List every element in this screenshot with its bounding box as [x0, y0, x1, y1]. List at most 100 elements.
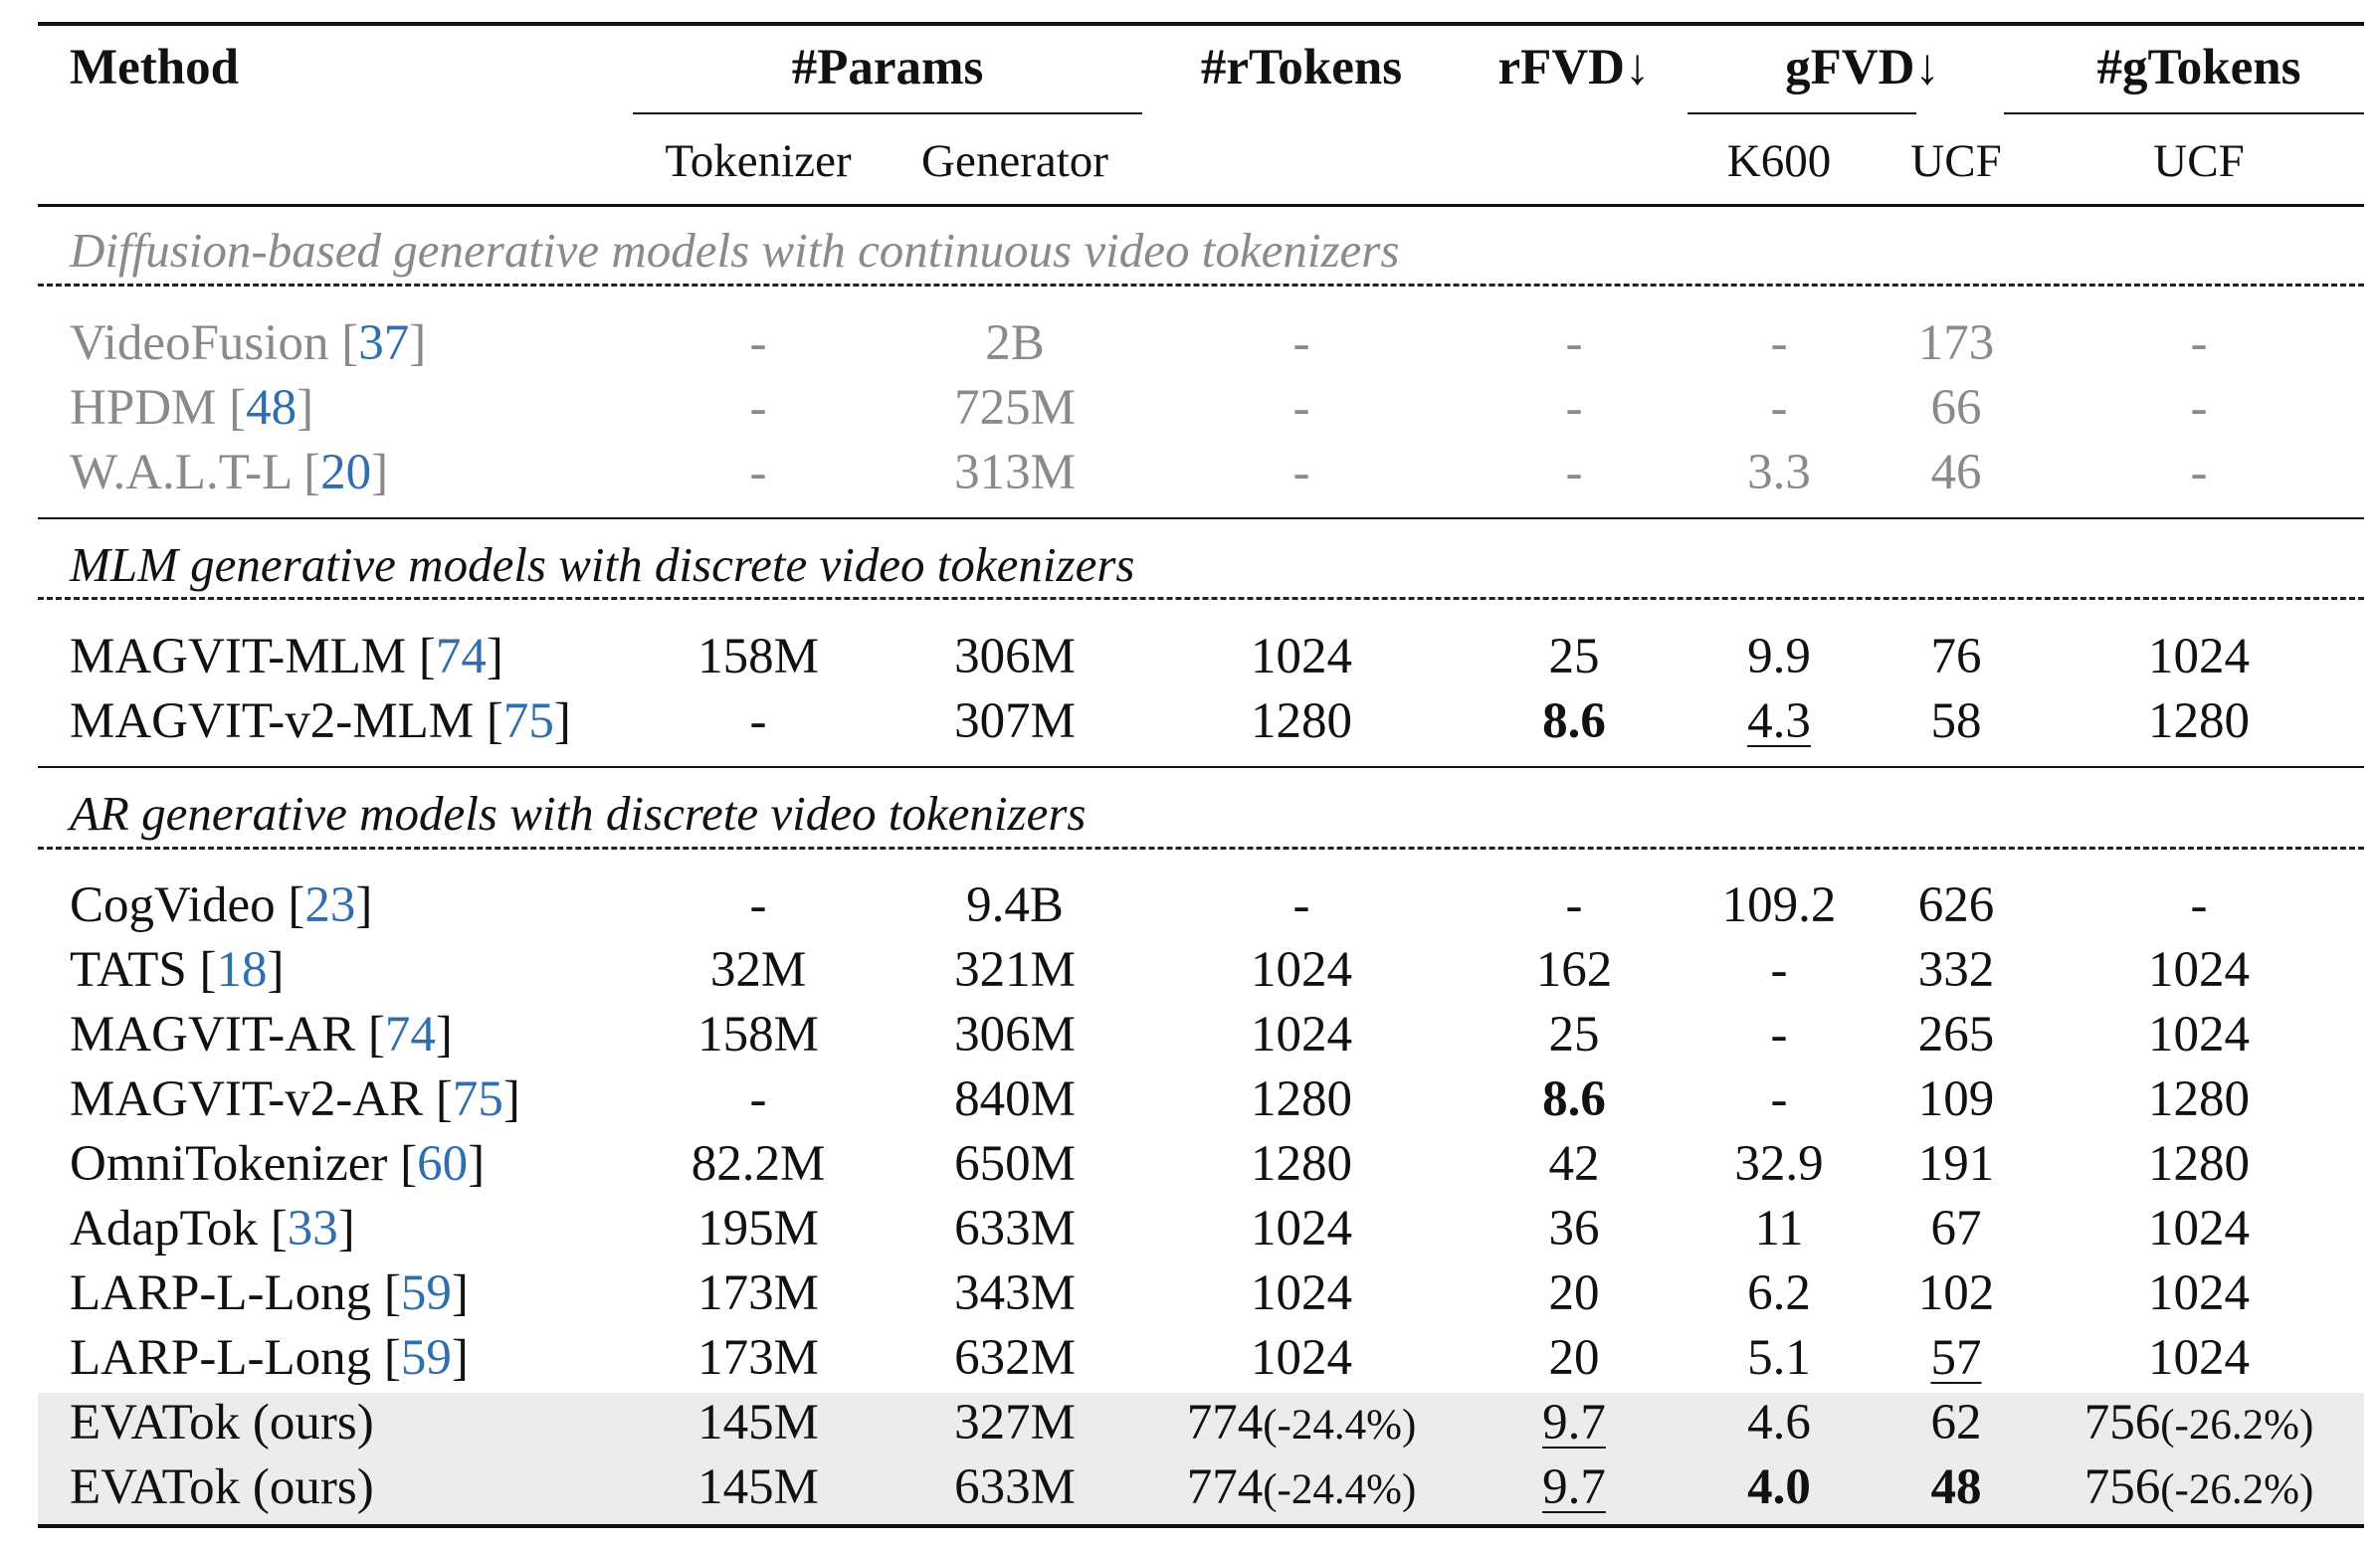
- tokenizer-value: -: [749, 315, 767, 371]
- cell-rfvd: -: [1566, 443, 1583, 502]
- gtokens-value: 756: [2083, 1459, 2161, 1515]
- gtokens-value: 1280: [2148, 693, 2250, 749]
- citation-link[interactable]: 74: [435, 629, 487, 684]
- cell-rtokens: -: [1293, 313, 1310, 373]
- citation-link[interactable]: 23: [304, 877, 356, 933]
- header-gtokens: #gTokens: [2096, 40, 2301, 96]
- cell-generator: 633M: [954, 1457, 1076, 1517]
- generator-value: 632M: [954, 1330, 1076, 1386]
- gtokens-value: -: [2190, 315, 2208, 371]
- cell-rfvd: 162: [1536, 940, 1613, 1000]
- rfvd-value: 25: [1548, 629, 1600, 684]
- cell-k600: 32.9: [1734, 1134, 1823, 1194]
- header-k600: K600: [1726, 135, 1832, 187]
- citation-link[interactable]: 33: [287, 1201, 338, 1257]
- cell-gtokens: 1280: [2148, 1134, 2250, 1194]
- rtokens-value: -: [1292, 380, 1310, 436]
- cell-generator: 321M: [954, 940, 1076, 1000]
- cell-k600: -: [1771, 378, 1788, 438]
- method-label: LARP-L-Long: [70, 1265, 372, 1321]
- cell-gtokens: 756(-26.2%): [2084, 1457, 2314, 1520]
- cell-rfvd: -: [1566, 313, 1583, 373]
- cell-ucf: 46: [1931, 443, 1982, 502]
- cell-ucf: 102: [1918, 1263, 1995, 1323]
- cell-gtokens: 1024: [2148, 940, 2250, 1000]
- gtokens-value: -: [2190, 877, 2208, 933]
- cell-gtokens: 1024: [2148, 1328, 2250, 1388]
- method-name: EVATok (ours): [70, 1457, 374, 1517]
- k600-value: -: [1770, 1007, 1788, 1063]
- rtokens-value: 1024: [1251, 1201, 1352, 1257]
- cell-gtokens: -: [2191, 313, 2208, 373]
- ucf-value: 46: [1930, 445, 1982, 500]
- method-label: CogVideo: [70, 877, 276, 933]
- cell-gtokens: 1280: [2148, 691, 2250, 751]
- cell-ucf: 57: [1931, 1328, 1982, 1388]
- rtokens-reduction: (-24.4%): [1263, 1402, 1417, 1449]
- cell-tokenizer: -: [750, 875, 767, 935]
- rtokens-value: 1024: [1251, 629, 1352, 684]
- gtokens-value: 1280: [2148, 1071, 2250, 1127]
- cell-k600: 109.2: [1722, 875, 1837, 935]
- citation-link[interactable]: 75: [452, 1071, 503, 1127]
- gtokens-value: 1024: [2148, 1201, 2250, 1257]
- cell-rtokens: 1024: [1251, 1005, 1352, 1064]
- method-label: OmniTokenizer: [70, 1136, 388, 1192]
- cell-tokenizer: 158M: [697, 627, 819, 686]
- rtokens-value: 1280: [1251, 1136, 1352, 1192]
- cell-rfvd: 20: [1549, 1263, 1600, 1323]
- citation-link[interactable]: 60: [417, 1136, 469, 1192]
- ucf-value: 66: [1930, 380, 1982, 436]
- method-label: VideoFusion: [70, 315, 329, 371]
- generator-value: 306M: [954, 1007, 1076, 1063]
- cell-rtokens: 1024: [1251, 940, 1352, 1000]
- tokenizer-value: 195M: [697, 1201, 819, 1257]
- cell-rfvd: 25: [1549, 627, 1600, 686]
- rfvd-value: 20: [1548, 1265, 1600, 1321]
- citation-link[interactable]: 48: [246, 380, 298, 436]
- method-name: MAGVIT-MLM [74]: [70, 629, 503, 684]
- cell-rtokens: 774(-24.4%): [1187, 1457, 1417, 1520]
- cell-ucf: 48: [1931, 1457, 1982, 1517]
- cell-rfvd: -: [1566, 875, 1583, 935]
- method-label: MAGVIT-MLM: [70, 629, 407, 684]
- cell-generator: 632M: [954, 1328, 1076, 1388]
- ucf-value: 48: [1930, 1459, 1982, 1515]
- citation-link[interactable]: 37: [358, 315, 410, 371]
- cell-generator: 840M: [954, 1069, 1076, 1129]
- cell-ucf: 67: [1931, 1199, 1982, 1258]
- cell-gtokens: 756(-26.2%): [2084, 1393, 2314, 1455]
- citation-link[interactable]: 59: [400, 1330, 452, 1386]
- citation-link[interactable]: 75: [502, 693, 554, 749]
- generator-value: 2B: [985, 315, 1045, 371]
- rfvd-value: -: [1565, 315, 1583, 371]
- cell-tokenizer: 32M: [710, 940, 806, 1000]
- cell-k600: -: [1771, 1005, 1788, 1064]
- rtokens-value: 774: [1186, 1459, 1264, 1515]
- generator-value: 725M: [954, 380, 1076, 436]
- ucf-value: 76: [1930, 629, 1982, 684]
- cell-rtokens: -: [1293, 875, 1310, 935]
- cell-generator: 306M: [954, 1005, 1076, 1064]
- section-title-ar: AR generative models with discrete video…: [70, 786, 1087, 841]
- cell-k600: 4.6: [1747, 1393, 1811, 1452]
- citation-link[interactable]: 18: [216, 942, 268, 998]
- cell-ucf: 62: [1931, 1393, 1982, 1452]
- ucf-value: 173: [1917, 315, 1995, 371]
- cell-k600: 3.3: [1747, 443, 1811, 502]
- tokenizer-value: -: [749, 877, 767, 933]
- cell-generator: 306M: [954, 627, 1076, 686]
- citation-link[interactable]: 74: [384, 1007, 436, 1063]
- cell-rtokens: 1024: [1251, 1328, 1352, 1388]
- rtokens-value: 1024: [1251, 1330, 1352, 1386]
- cell-rfvd: 9.7: [1542, 1457, 1606, 1517]
- cell-rfvd: 42: [1549, 1134, 1600, 1194]
- citation-link[interactable]: 20: [320, 445, 372, 500]
- generator-value: 9.4B: [966, 877, 1064, 933]
- citation-link[interactable]: 59: [400, 1265, 452, 1321]
- method-name: W.A.L.T-L [20]: [70, 445, 389, 500]
- header-ucf: UCF: [1910, 135, 2002, 187]
- tokenizer-value: 145M: [697, 1459, 819, 1515]
- rtokens-reduction: (-24.4%): [1263, 1466, 1417, 1513]
- cell-rtokens: 1280: [1251, 691, 1352, 751]
